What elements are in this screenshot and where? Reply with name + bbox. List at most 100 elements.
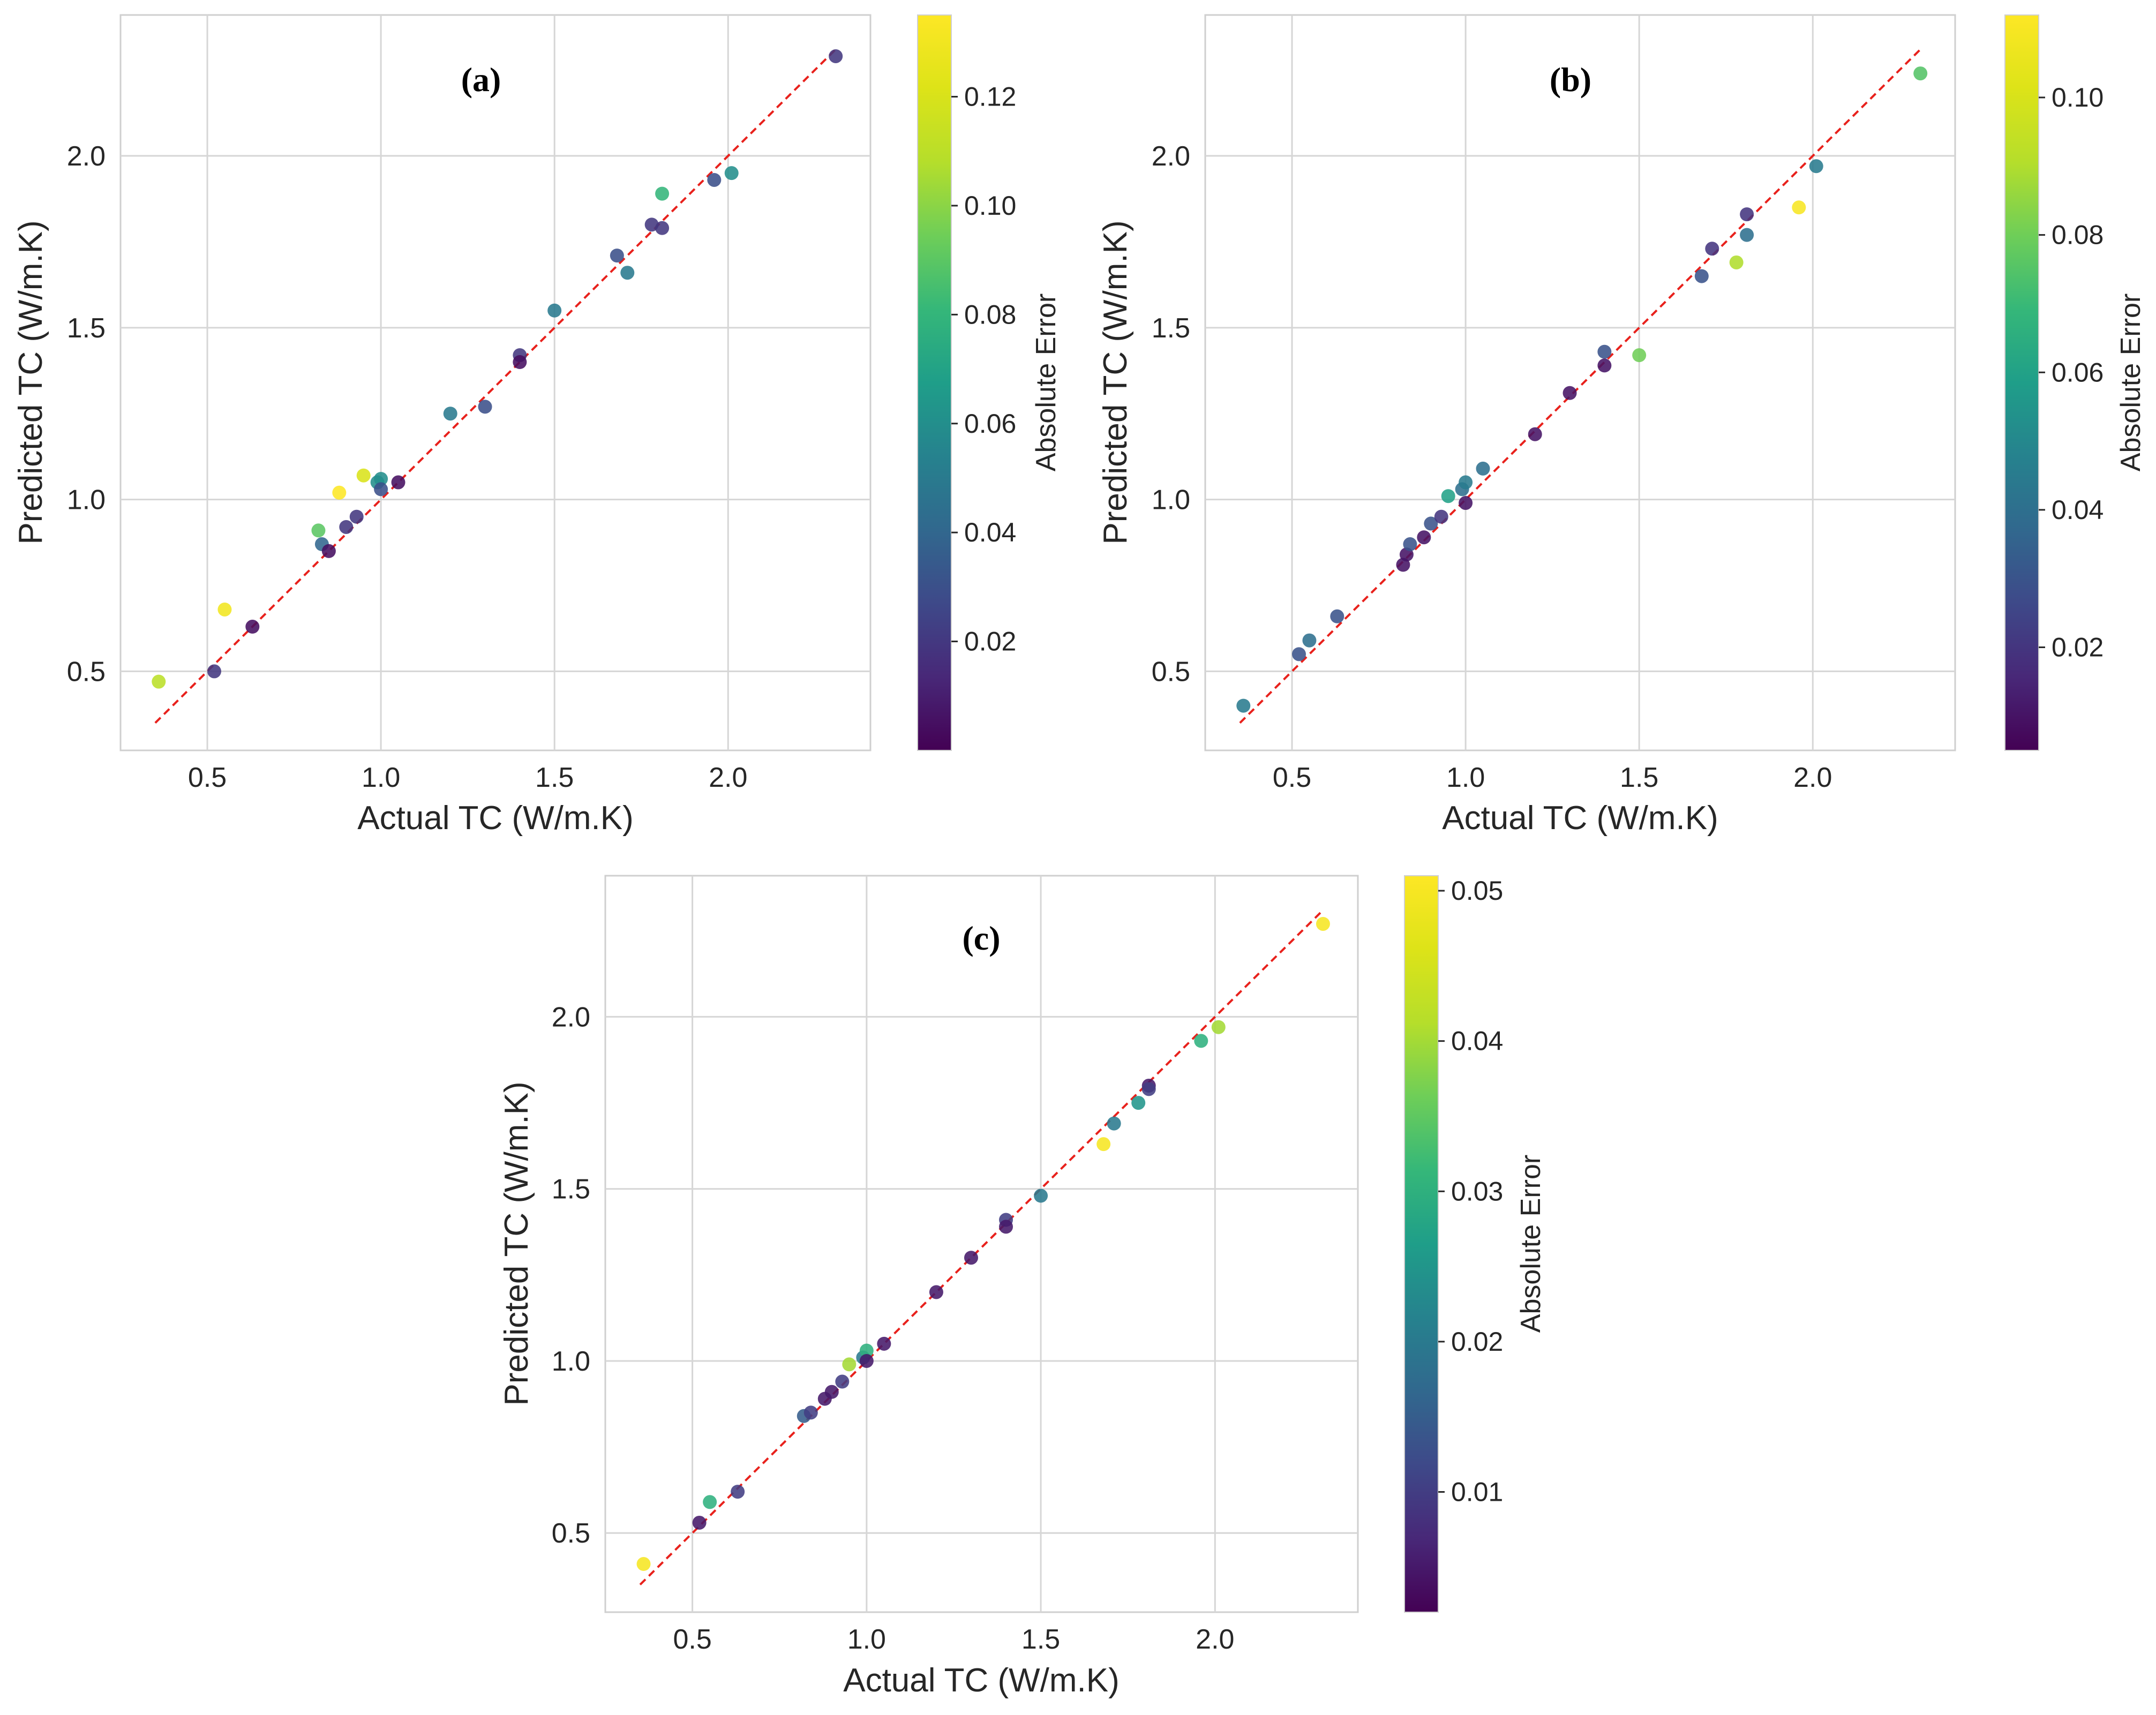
- data-point: [929, 1285, 943, 1299]
- plot-area: [1204, 14, 1956, 751]
- data-point: [1424, 516, 1438, 531]
- x-tick-label: 1.5: [535, 762, 574, 793]
- panel-c: 0.5 1.0 1.5 2.0 0.5 1.0 1.5 2.0 (c) Actual TC (…: [498, 875, 1546, 1699]
- data-point: [478, 400, 492, 414]
- data-point: [513, 355, 527, 370]
- colorbar-tick-label: 0.02: [964, 627, 1016, 657]
- data-point: [829, 49, 843, 63]
- colorbar-title: Absolute Error: [1515, 1155, 1546, 1333]
- colorbar-tick-label: 0.02: [2052, 633, 2104, 663]
- x-tick-label: 1.0: [362, 762, 400, 793]
- data-point: [152, 674, 166, 689]
- data-point: [655, 186, 670, 201]
- x-axis-title: Actual TC (W/m.K): [843, 1662, 1120, 1699]
- y-axis-title: Predicted TC (W/m.K): [12, 220, 49, 544]
- data-point: [859, 1353, 874, 1368]
- plot-area: [604, 875, 1359, 1613]
- x-tick-label: 2.0: [1196, 1624, 1234, 1655]
- data-point: [964, 1251, 978, 1265]
- colorbar-title: Absolute Error: [2115, 294, 2146, 471]
- data-point: [1330, 609, 1344, 623]
- data-point: [339, 520, 354, 534]
- colorbar-tick-label: 0.03: [1451, 1176, 1503, 1206]
- y-tick-label: 1.5: [67, 313, 106, 344]
- data-point: [703, 1495, 717, 1509]
- y-tick-label: 1.0: [552, 1346, 590, 1377]
- data-point: [1236, 698, 1251, 713]
- data-point: [1434, 509, 1448, 524]
- data-point: [1107, 1116, 1121, 1131]
- data-point: [692, 1515, 707, 1530]
- colorbar-tick-label: 0.04: [2052, 495, 2104, 525]
- data-point: [859, 1343, 874, 1358]
- y-tick-label: 1.0: [1152, 485, 1190, 516]
- colorbar-tick-label: 0.04: [1451, 1026, 1503, 1056]
- y-axis-title: Predicted TC (W/m.K): [498, 1081, 535, 1405]
- colorbar-tick-label: 0.06: [2052, 357, 2104, 387]
- data-point: [655, 221, 670, 235]
- data-point: [1632, 348, 1647, 363]
- x-axis-title: Actual TC (W/m.K): [1442, 800, 1718, 837]
- colorbar: [1404, 875, 1439, 1613]
- colorbar-tick-label: 0.02: [1451, 1327, 1503, 1357]
- data-point: [443, 407, 457, 421]
- data-point: [803, 1405, 818, 1420]
- data-point: [207, 664, 221, 679]
- x-tick-label: 1.5: [1620, 762, 1658, 793]
- data-point: [1194, 1034, 1208, 1048]
- data-point: [620, 266, 635, 280]
- colorbar-tick-label: 0.06: [964, 409, 1016, 439]
- colorbar-title: Absolute Error: [1031, 294, 1062, 471]
- data-point: [1316, 916, 1330, 931]
- data-point: [1096, 1137, 1111, 1152]
- data-point: [1913, 66, 1928, 81]
- data-point: [1694, 269, 1709, 283]
- data-point: [217, 602, 232, 616]
- x-tick-label: 2.0: [1793, 762, 1832, 793]
- colorbar-tick-label: 0.10: [2052, 82, 2104, 112]
- x-tick-label: 1.5: [1021, 1624, 1060, 1655]
- x-tick-label: 0.5: [1273, 762, 1311, 793]
- data-point: [999, 1220, 1013, 1234]
- data-point: [356, 468, 371, 483]
- data-point: [724, 166, 739, 180]
- plot-area: [119, 14, 872, 751]
- data-point: [1476, 461, 1490, 476]
- data-point: [1792, 200, 1806, 215]
- data-point: [1403, 537, 1417, 552]
- data-point: [731, 1485, 745, 1499]
- y-tick-label: 1.5: [1152, 313, 1190, 344]
- colorbar-tick-label: 0.04: [964, 517, 1016, 547]
- y-tick-label: 1.0: [67, 485, 106, 516]
- data-point: [1562, 386, 1577, 400]
- x-tick-label: 0.5: [188, 762, 227, 793]
- data-point: [1292, 647, 1306, 661]
- colorbar-tick-label: 0.08: [2052, 220, 2104, 250]
- x-tick-label: 1.0: [847, 1624, 886, 1655]
- data-point: [877, 1336, 891, 1351]
- colorbar: [2004, 14, 2039, 751]
- x-tick-label: 2.0: [709, 762, 747, 793]
- colorbar-tick-label: 0.01: [1451, 1477, 1503, 1507]
- data-point: [1459, 475, 1473, 490]
- data-point: [374, 472, 388, 486]
- panel-label: (b): [1550, 61, 1591, 99]
- y-tick-label: 0.5: [67, 656, 106, 687]
- data-point: [1211, 1020, 1226, 1034]
- data-point: [1705, 242, 1719, 256]
- data-point: [1131, 1096, 1146, 1110]
- data-point: [636, 1557, 651, 1571]
- panel-label: (a): [461, 61, 501, 99]
- data-point: [842, 1357, 857, 1372]
- data-point: [349, 509, 364, 524]
- data-point: [332, 485, 347, 500]
- colorbar-tick-label: 0.12: [964, 82, 1016, 112]
- data-point: [707, 172, 722, 187]
- colorbar-tick-label: 0.05: [1451, 876, 1503, 906]
- data-point: [824, 1385, 839, 1399]
- data-point: [1417, 530, 1431, 545]
- data-point: [321, 544, 336, 558]
- y-tick-label: 1.5: [552, 1174, 590, 1205]
- data-point: [1528, 427, 1542, 441]
- data-point: [1034, 1189, 1048, 1203]
